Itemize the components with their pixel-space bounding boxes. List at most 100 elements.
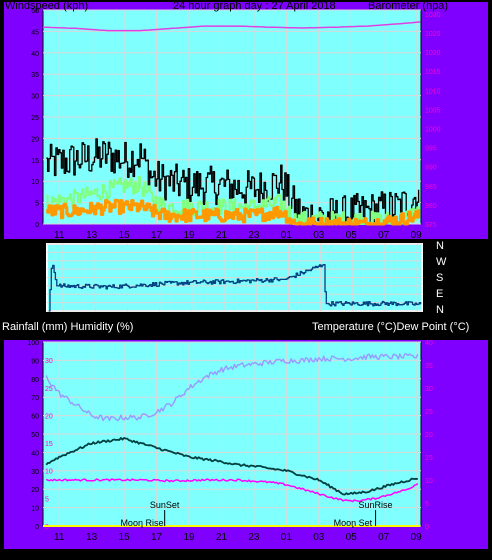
y-tick-label-right: 975 [425,222,437,229]
y-tick-label-left: 225 [30,265,44,274]
series-direction [48,263,422,312]
direction-label-e: E [436,288,443,300]
y-tick-label-left: 40 [31,450,39,457]
temperature-dewpoint-axis-label: Temperature (°C)Dew Point (°C) [312,321,469,333]
y-tick-label-left: 0 [39,307,44,316]
series-humidity [45,353,419,422]
y-tick-label-right: 990 [425,165,437,172]
series-average [46,176,420,225]
y-tick-label-right: 1025 [425,31,441,38]
y-tick-label-right: 995 [425,146,437,153]
y-tick-label-right: 25 [425,409,433,416]
x-tick-label: 13 [86,230,98,241]
x-tick-label: 05 [346,532,358,543]
y-tick-label-right: 1000 [425,126,441,133]
x-tick-label: 07 [378,230,390,241]
direction-label-w: W [436,256,447,268]
x-tick-label: 11 [54,230,65,241]
y-tick-label-left: 90 [31,358,39,365]
annotation-label: Moon Rise [120,518,163,528]
x-tick-label: 17 [151,230,163,241]
x-tick-label: 05 [346,230,358,241]
y-tick-label-left: 45 [31,29,39,36]
x-tick-label: 21 [216,230,228,241]
x-tick-label: 23 [248,230,260,241]
series-dewpoint [45,478,419,503]
y-tick-label-left: 315 [30,248,44,257]
windspeed-axis-label: Windspeed (kph) [5,0,88,12]
x-tick-label: 09 [411,532,423,543]
y-tick-label-left: 60 [31,414,39,421]
series-gust [46,138,420,225]
x-tick-label: 23 [248,532,260,543]
x-tick-label: 01 [281,230,293,241]
y-tick-label-right: 15 [425,455,433,462]
y-tick-label-rainfall: 20 [45,413,53,420]
y-tick-label-right: 1030 [425,12,441,19]
annotation-label: SunRise [359,500,393,510]
y-tick-label-left: 20 [31,136,39,143]
y-tick-label-left: 0 [35,222,39,229]
x-tick-label: 09 [411,230,423,241]
y-tick-label-rainfall: 15 [45,441,53,448]
y-tick-label-rainfall: 10 [45,469,53,476]
y-tick-label-left: 35 [31,72,39,79]
y-tick-label-left: 30 [31,469,39,476]
y-tick-label-right: 985 [425,184,437,191]
direction-label-n-bottom: N [436,304,444,316]
x-tick-label: 19 [183,230,195,241]
annotation-label: Moon Set [334,518,373,528]
y-tick-label-left: 0 [35,524,39,531]
series-temperature [45,437,418,496]
y-tick-label-right: 1015 [425,69,441,76]
y-tick-label-right: 1005 [425,107,441,114]
y-tick-label-left: 10 [31,179,39,186]
y-tick-label-left: 270 [30,257,44,266]
direction-label-n-top: N [436,240,444,252]
y-tick-label-rainfall: 30 [45,358,53,365]
y-tick-label-left: 50 [31,432,39,439]
y-tick-label-right: 30 [425,386,433,393]
y-tick-label-left: 70 [31,395,39,402]
y-tick-label-right: 1010 [425,88,441,95]
x-tick-label: 19 [183,532,195,543]
barometer-axis-label: Barometer (hpa) [368,0,448,12]
y-tick-label-right: 1020 [425,50,441,57]
y-tick-label-left: 100 [27,340,39,347]
y-tick-label-left: 10 [31,506,39,513]
x-tick-label: 03 [313,532,325,543]
x-tick-label: 11 [54,532,65,543]
y-tick-label-left: 25 [31,115,39,122]
x-tick-label: 15 [119,230,131,241]
y-tick-label-rainfall: 25 [45,386,53,393]
y-tick-label-left: 135 [30,282,44,291]
y-tick-label-left: 90 [34,290,43,299]
y-tick-label-left: 20 [31,487,39,494]
y-tick-label-left: 360 [30,240,44,249]
y-tick-label-right: 40 [425,340,433,347]
x-tick-label: 13 [86,532,98,543]
y-tick-label-left: 30 [31,94,39,101]
x-tick-label: 03 [313,230,325,241]
y-tick-label-right: 20 [425,432,433,439]
y-tick-label-left: 15 [31,158,39,165]
y-tick-label-left: 5 [35,201,39,208]
series-barometer [42,21,421,32]
y-tick-label-left: 50 [31,8,39,15]
x-tick-label: 15 [119,532,131,543]
series-wind_low [46,198,421,226]
y-tick-label-rainfall: 5 [45,496,49,503]
graph-title: 24 hour graph day : 27 April 2018 [173,0,336,12]
y-tick-label-left: 180 [30,274,44,283]
x-tick-label: 07 [378,532,390,543]
y-tick-label-right: 980 [425,203,437,210]
annotation-label: SunSet [150,500,180,510]
y-tick-label-right: 5 [425,501,429,508]
y-tick-label-right: 10 [425,478,433,485]
y-tick-label-right: 35 [425,363,433,370]
y-tick-label-left: 40 [31,51,39,58]
y-tick-label-rainfall: 0 [45,524,49,531]
y-tick-label-left: 45 [34,299,43,308]
